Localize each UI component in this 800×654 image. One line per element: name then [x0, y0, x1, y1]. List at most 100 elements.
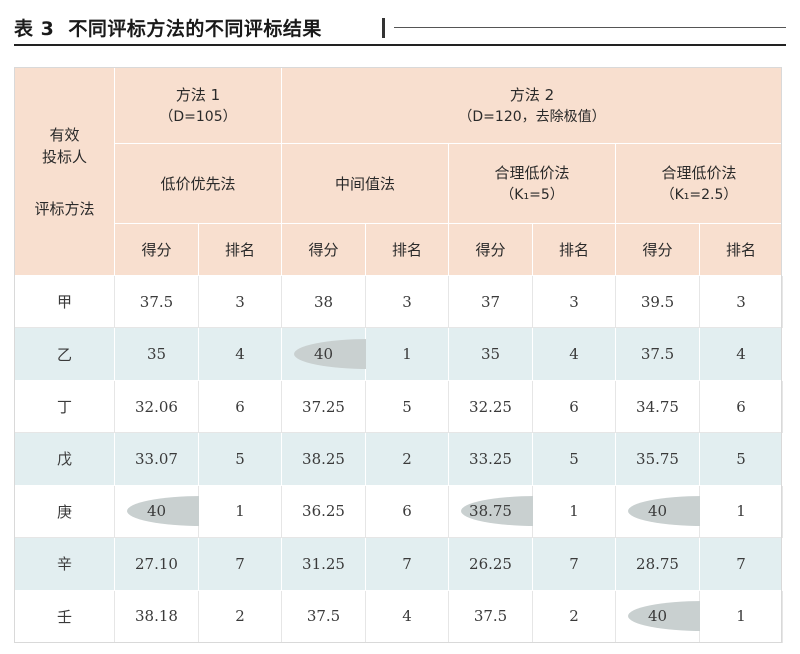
score-cell: 28.75 [615, 537, 701, 591]
mid-rank-header: 排名 [365, 223, 450, 276]
score-value: 40 [647, 607, 668, 626]
corner-line1: 有效 [49, 125, 80, 144]
score-cell: 26.25 [448, 537, 534, 591]
score-value: 39.5 [640, 292, 675, 311]
rank-cell: 2 [197, 589, 283, 644]
rank-value: 1 [736, 607, 746, 626]
corner-line3: 评标方法 [34, 199, 95, 218]
score-cell: 37.5 [114, 274, 199, 329]
bidder-cell: 辛 [14, 537, 115, 591]
rank-value: 6 [402, 502, 412, 521]
rank-cell: 3 [197, 274, 283, 329]
rank-value: 5 [402, 397, 412, 416]
k5-line1: 合理低价法 [494, 163, 570, 182]
k5-line2: （K₁=5） [500, 186, 564, 203]
score-cell: 35.75 [615, 432, 701, 486]
score-value: 40 [313, 345, 334, 364]
score-value: 36.25 [302, 502, 345, 521]
table-row: 庚 40 1 36.25 6 38.75 1 40 1 [14, 484, 784, 539]
score-cell: 38.75 [448, 484, 612, 539]
method1-name: 方法 1 [175, 85, 221, 104]
bidder-cell: 甲 [14, 274, 115, 329]
rank-value: 3 [235, 292, 245, 311]
rank-cell: 1 [197, 484, 283, 539]
rank-value: 4 [402, 607, 412, 626]
score-cell: 39.5 [615, 274, 701, 329]
method2-header: 方法 2 （D=120，去除极值） [281, 67, 784, 144]
rank-value: 4 [569, 345, 579, 364]
bidder-cell: 庚 [14, 484, 115, 539]
m1-rank-header: 排名 [197, 223, 283, 276]
rank-value: 7 [736, 554, 746, 573]
rank-value: 5 [235, 449, 245, 468]
rank-value: 6 [235, 397, 245, 416]
k5-score-header: 得分 [448, 223, 534, 276]
score-cell: 27.10 [114, 537, 199, 591]
rank-cell: 4 [365, 589, 450, 644]
k25-score-header: 得分 [615, 223, 701, 276]
k5-rank-header: 排名 [532, 223, 617, 276]
score-cell: 36.25 [281, 484, 367, 539]
score-cell: 38.18 [114, 589, 199, 644]
rank-cell: 1 [532, 484, 617, 539]
rank-cell: 6 [699, 379, 784, 434]
score-value: 37.5 [640, 345, 675, 364]
rank-cell: 3 [532, 274, 617, 329]
score-cell: 38 [281, 274, 367, 329]
method1-sub-header: 低价优先法 [113, 143, 283, 224]
rank-cell: 5 [699, 432, 784, 486]
bidder-cell: 丁 [14, 379, 115, 434]
score-cell: 33.25 [448, 432, 534, 486]
table-caption: 不同评标方法的不同评标结果 [68, 18, 322, 40]
rank-cell: 6 [197, 379, 283, 434]
rank-value: 4 [235, 345, 245, 364]
score-value: 31.25 [302, 554, 345, 573]
k25-line1: 合理低价法 [661, 163, 737, 182]
rank-value: 2 [235, 607, 245, 626]
score-value: 38.25 [302, 449, 345, 468]
score-value: 32.25 [469, 397, 512, 416]
rank-cell: 6 [365, 484, 450, 539]
rank-value: 1 [736, 502, 746, 521]
rank-cell: 7 [197, 537, 283, 591]
rank-value: 7 [402, 554, 412, 573]
score-value: 37.5 [306, 607, 341, 626]
rank-cell: 4 [699, 327, 784, 381]
score-cell: 31.25 [281, 537, 367, 591]
table-row: 乙 35 4 40 1 35 4 37.5 4 [14, 327, 784, 381]
score-cell: 37.25 [281, 379, 367, 434]
rank-cell: 7 [699, 537, 784, 591]
rank-cell: 6 [532, 379, 617, 434]
score-value: 37.5 [473, 607, 508, 626]
score-value: 28.75 [636, 554, 679, 573]
score-value: 37.5 [139, 292, 174, 311]
score-cell: 34.75 [615, 379, 701, 434]
table-row: 戊 33.07 5 38.25 2 33.25 5 35.75 5 [14, 432, 784, 486]
score-cell: 32.25 [448, 379, 534, 434]
score-value: 35.75 [636, 449, 679, 468]
table-number: 表 3 [14, 18, 55, 40]
score-cell: 37.5 [615, 327, 701, 381]
score-value: 37.25 [302, 397, 345, 416]
method2-name: 方法 2 [509, 85, 555, 104]
median-method-header: 中间值法 [281, 143, 450, 224]
bidder-cell: 壬 [14, 589, 115, 644]
score-value: 32.06 [135, 397, 178, 416]
score-value: 38 [313, 292, 334, 311]
score-value: 38.18 [135, 607, 178, 626]
score-value: 34.75 [636, 397, 679, 416]
rank-value: 7 [569, 554, 579, 573]
score-value: 33.07 [135, 449, 178, 468]
rank-value: 6 [569, 397, 579, 416]
reasonable-low-k25-header: 合理低价法 （K₁=2.5） [615, 143, 784, 224]
rank-cell: 1 [699, 589, 784, 644]
rank-cell: 5 [365, 379, 450, 434]
rank-value: 2 [402, 449, 412, 468]
rank-value: 5 [569, 449, 579, 468]
rank-value: 5 [736, 449, 746, 468]
score-value: 40 [647, 502, 668, 521]
score-cell: 40 [615, 484, 779, 539]
score-value: 37 [480, 292, 501, 311]
corner-header: 有效 投标人 评标方法 [14, 67, 115, 276]
reasonable-low-k5-header: 合理低价法 （K₁=5） [448, 143, 617, 224]
